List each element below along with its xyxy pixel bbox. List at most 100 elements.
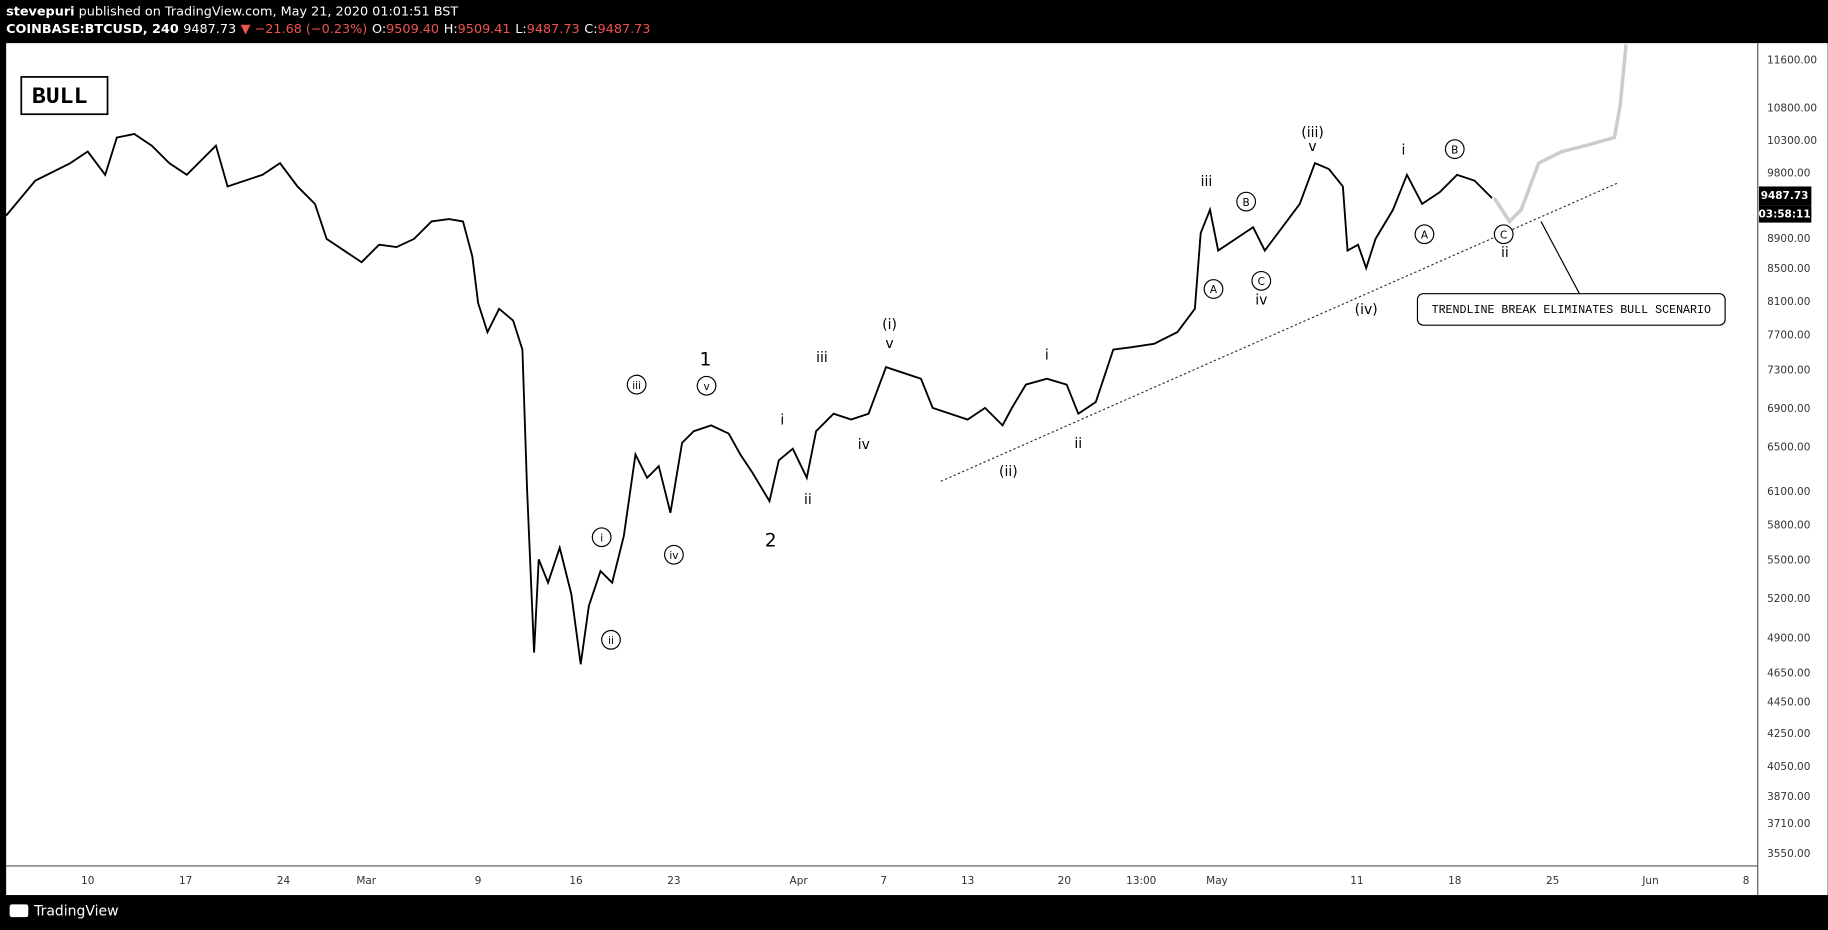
ohlc-value: 9487.73 bbox=[527, 22, 580, 37]
time-label: 25 bbox=[1546, 875, 1559, 887]
price-label: 8500.00 bbox=[1767, 263, 1810, 275]
price-label: 4650.00 bbox=[1767, 668, 1810, 680]
price-line bbox=[5, 133, 1493, 665]
price-label: 4050.00 bbox=[1767, 761, 1810, 773]
time-label: 10 bbox=[81, 875, 94, 887]
wave-label: (iii) bbox=[1301, 125, 1324, 141]
time-label: 13:00 bbox=[1126, 875, 1156, 887]
time-label: 8 bbox=[1743, 875, 1750, 887]
symbol: COINBASE:BTCUSD, 240 bbox=[6, 22, 179, 37]
ohlc-key: L: bbox=[515, 22, 526, 37]
wave-label: 2 bbox=[765, 530, 777, 551]
time-label: 23 bbox=[667, 875, 680, 887]
wave-circle bbox=[591, 527, 612, 548]
last-price-box bbox=[1758, 186, 1812, 206]
wave-label: iv bbox=[669, 550, 678, 562]
wave-label: v bbox=[885, 336, 893, 352]
wave-label: i bbox=[1045, 347, 1049, 363]
wave-label: C bbox=[1500, 229, 1507, 241]
change: ▼ −21.68 (−0.23%) bbox=[241, 22, 368, 37]
callout-pointer bbox=[1540, 221, 1580, 294]
wave-label: ii bbox=[804, 492, 812, 508]
wave-label: iv bbox=[1255, 293, 1267, 309]
wave-label: v bbox=[703, 381, 709, 393]
price-label: 8100.00 bbox=[1767, 296, 1810, 308]
price-label: 6100.00 bbox=[1767, 486, 1810, 498]
time-label: 7 bbox=[880, 875, 887, 887]
wave-label: 1 bbox=[699, 350, 711, 371]
time-label: May bbox=[1206, 875, 1228, 887]
wave-label: ii bbox=[608, 635, 614, 647]
wave-label: iii bbox=[816, 350, 828, 366]
wave-label: i bbox=[1402, 142, 1406, 158]
time-label: 9 bbox=[475, 875, 482, 887]
price-label: 5800.00 bbox=[1767, 520, 1810, 532]
price-label: 4250.00 bbox=[1767, 728, 1810, 740]
price-label: 6900.00 bbox=[1767, 403, 1810, 415]
price-label: 4450.00 bbox=[1767, 697, 1810, 709]
header-line1: stevepuri published on TradingView.com, … bbox=[6, 4, 458, 19]
price-label: 6500.00 bbox=[1767, 442, 1810, 454]
badge-box bbox=[20, 76, 109, 116]
published: published on TradingView.com, May 21, 20… bbox=[79, 4, 459, 19]
chart-area bbox=[6, 43, 1758, 896]
time-label: 13 bbox=[961, 875, 974, 887]
price-label: 5200.00 bbox=[1767, 593, 1810, 605]
projection bbox=[1492, 44, 1628, 225]
wave-label: (i) bbox=[882, 317, 897, 333]
wave-circle bbox=[626, 374, 647, 395]
wave-circle bbox=[1203, 279, 1224, 299]
price-label: 4900.00 bbox=[1767, 633, 1810, 645]
time-label: Mar bbox=[356, 875, 376, 887]
wave-label: (ii) bbox=[999, 464, 1018, 480]
countdown-box bbox=[1758, 205, 1812, 223]
price-label: 3550.00 bbox=[1767, 848, 1810, 860]
time-label: Apr bbox=[790, 875, 809, 887]
wave-circle bbox=[1236, 191, 1257, 212]
badge: BULL bbox=[32, 84, 88, 110]
wave-circle bbox=[1444, 139, 1465, 160]
wave-label: i bbox=[600, 532, 603, 544]
ohlc-value: 9487.73 bbox=[598, 22, 651, 37]
price-label: 10800.00 bbox=[1767, 102, 1817, 114]
price-label: 7700.00 bbox=[1767, 330, 1810, 342]
wave-circle bbox=[1414, 224, 1435, 245]
price-label: 11600.00 bbox=[1767, 55, 1817, 67]
wave-label: ii bbox=[1501, 245, 1509, 261]
ohlc-value: 9509.41 bbox=[458, 22, 511, 37]
price-label: 5500.00 bbox=[1767, 555, 1810, 567]
wave-label: (iv) bbox=[1355, 302, 1378, 318]
wave-label: ii bbox=[1074, 436, 1082, 452]
wave-label: iv bbox=[858, 437, 870, 453]
author[interactable]: stevepuri bbox=[6, 4, 74, 19]
price-label: 10300.00 bbox=[1767, 135, 1817, 147]
wave-label: A bbox=[1210, 284, 1218, 296]
wave-label: B bbox=[1243, 197, 1250, 209]
time-label: 17 bbox=[179, 875, 192, 887]
price-label: 3710.00 bbox=[1767, 818, 1810, 830]
time-label: 16 bbox=[569, 875, 582, 887]
wave-circle bbox=[696, 375, 717, 396]
wave-label: C bbox=[1258, 276, 1265, 288]
footer-brand[interactable]: TradingView bbox=[33, 903, 118, 919]
ohlc-key: O: bbox=[372, 22, 386, 37]
last-price: 9487.73 bbox=[1761, 190, 1809, 202]
wave-circle bbox=[1493, 224, 1514, 245]
wave-label: A bbox=[1421, 229, 1429, 241]
wave-circle bbox=[664, 544, 684, 565]
price-label: 9800.00 bbox=[1767, 168, 1810, 180]
ohlc-key: C: bbox=[584, 22, 597, 37]
price-axis bbox=[1757, 43, 1828, 896]
callout: TRENDLINE BREAK ELIMINATES BULL SCENARIO bbox=[1432, 304, 1711, 317]
logo bbox=[9, 904, 29, 918]
time-label: 24 bbox=[277, 875, 291, 887]
ohlc-value: 9509.40 bbox=[386, 22, 439, 37]
wave-label: i bbox=[780, 413, 784, 429]
time-label: 18 bbox=[1448, 875, 1461, 887]
price-label: 3870.00 bbox=[1767, 791, 1810, 803]
price-label: 7300.00 bbox=[1767, 365, 1810, 377]
wave-label: iii bbox=[632, 380, 641, 392]
wave-label: iii bbox=[1201, 174, 1213, 190]
time-label: 11 bbox=[1350, 875, 1363, 887]
